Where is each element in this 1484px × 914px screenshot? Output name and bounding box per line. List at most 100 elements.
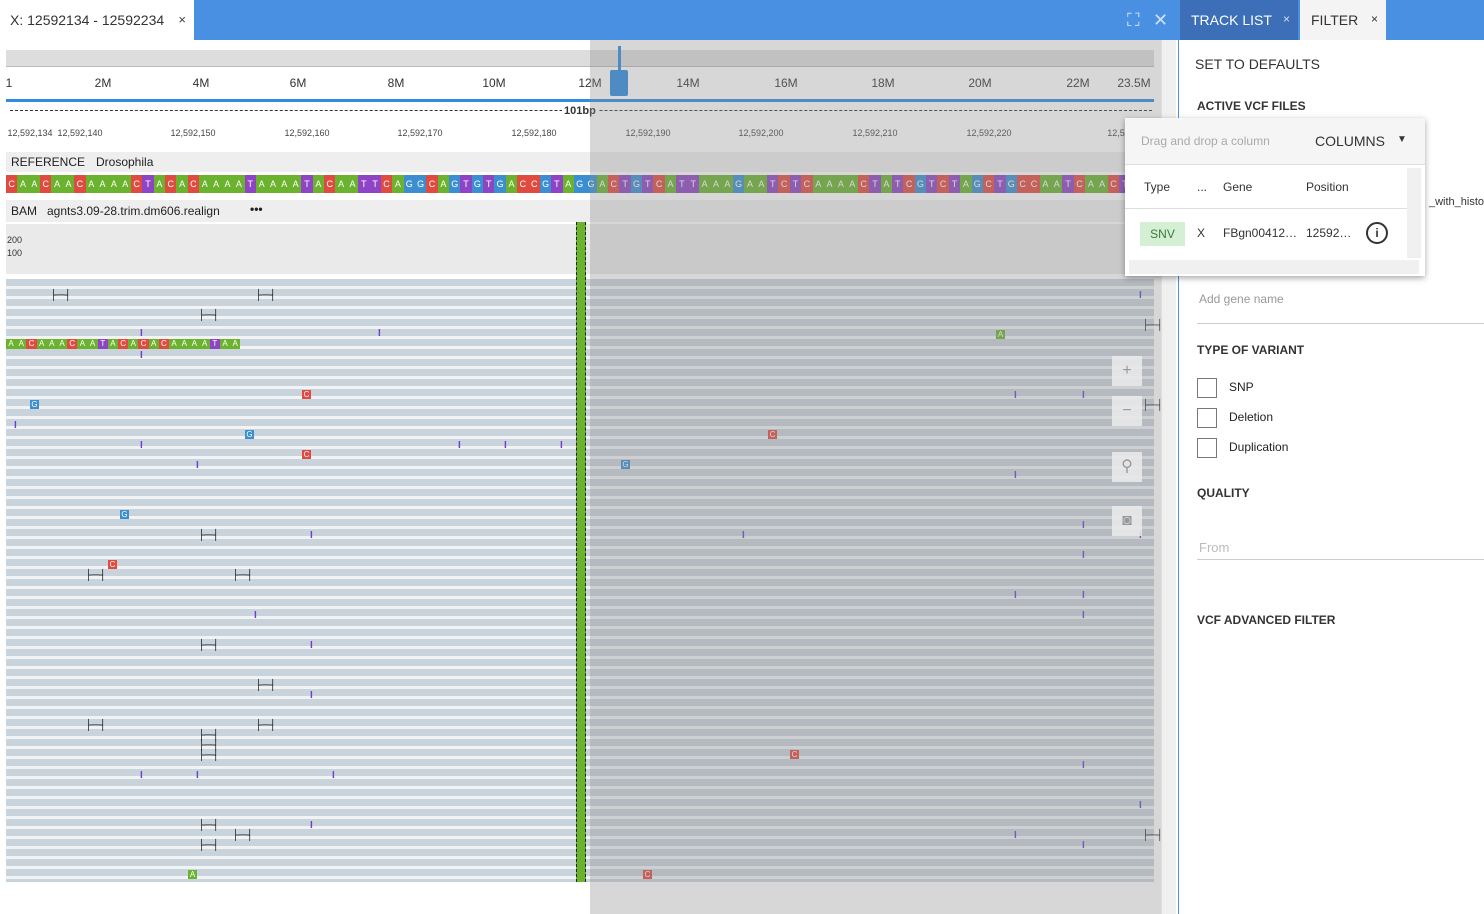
base-T: T: [301, 175, 313, 193]
tab-title: X: 12592134 - 12592234: [10, 12, 165, 28]
base-C: C: [1073, 175, 1086, 193]
position-marker[interactable]: [610, 70, 628, 96]
base-A: A: [835, 175, 847, 193]
popup-horizontal-scrollbar[interactable]: [1129, 260, 1419, 274]
base-C: C: [118, 339, 129, 349]
tab-track-list-label: TRACK LIST: [1191, 12, 1272, 28]
columns-button[interactable]: COLUMNS: [1315, 133, 1386, 149]
position-tick: 12,592,200: [738, 128, 784, 138]
base-A: A: [87, 339, 98, 349]
duplication-checkbox[interactable]: [1197, 438, 1217, 458]
read-pair-link: ├─┤: [1142, 320, 1164, 331]
base-G: G: [733, 175, 745, 193]
insertion-marker: I: [1082, 550, 1085, 561]
base-T: T: [789, 175, 802, 193]
quality-from-input[interactable]: From: [1199, 540, 1230, 555]
location-icon[interactable]: ⚲: [1112, 452, 1142, 482]
insertion-marker: I: [504, 440, 507, 451]
set-defaults-button[interactable]: SET TO DEFAULTS: [1195, 56, 1321, 72]
base-C: C: [138, 339, 149, 349]
deletion-checkbox[interactable]: [1197, 408, 1217, 428]
tab-track-list[interactable]: TRACK LIST ×: [1180, 0, 1298, 40]
column-header-gene[interactable]: Gene: [1223, 180, 1253, 194]
insertion-marker: I: [14, 420, 17, 431]
base-C: C: [26, 339, 37, 349]
column-header-type[interactable]: Type: [1144, 180, 1171, 194]
quality-input-underline: [1197, 559, 1484, 560]
chevron-down-icon[interactable]: ▼: [1397, 134, 1407, 145]
base-G: G: [573, 175, 586, 193]
base-A: A: [230, 339, 241, 349]
base-C: C: [324, 175, 336, 193]
mismatch-base: A: [188, 870, 197, 879]
drag-hint: Drag and drop a column: [1141, 134, 1270, 148]
base-A: A: [392, 175, 404, 193]
base-G: G: [494, 175, 506, 193]
base-T: T: [767, 175, 779, 193]
mismatch-base: G: [245, 430, 254, 439]
base-T: T: [892, 175, 904, 193]
base-C: C: [158, 339, 169, 349]
tab-filter[interactable]: FILTER ×: [1300, 0, 1386, 40]
base-C: C: [1016, 175, 1029, 193]
info-icon[interactable]: i: [1366, 222, 1388, 244]
base-A: A: [77, 339, 88, 349]
type-of-variant-heading: TYPE OF VARIANT: [1197, 343, 1305, 357]
insertion-marker: I: [1014, 470, 1017, 481]
chromosome-ruler[interactable]: [6, 50, 1154, 67]
snp-checkbox[interactable]: [1197, 378, 1217, 398]
base-A: A: [28, 175, 41, 193]
read-pair-link: ├─┤: [1142, 830, 1164, 841]
base-T: T: [97, 339, 108, 349]
read-pair-link: ├─┤: [198, 750, 220, 761]
tab-track-list-close-icon[interactable]: ×: [1283, 12, 1291, 26]
insertion-marker: I: [310, 640, 313, 651]
base-A: A: [960, 175, 972, 193]
insertion-marker: I: [140, 770, 143, 781]
tab-region[interactable]: X: 12592134 - 12592234 ×: [0, 0, 194, 40]
gene-input-underline: [1197, 323, 1484, 324]
ruler-tick: 16M: [774, 76, 798, 90]
tab-close-icon[interactable]: ×: [178, 12, 186, 27]
insertion-marker: I: [310, 530, 313, 541]
read-pair-link: ├─┤: [255, 290, 277, 301]
popup-vertical-scrollbar[interactable]: [1407, 168, 1421, 258]
camera-icon[interactable]: ◙: [1112, 506, 1142, 536]
base-C: C: [608, 175, 620, 193]
base-A: A: [210, 175, 222, 193]
column-header-chr[interactable]: ...: [1197, 180, 1208, 194]
tab-filter-close-icon[interactable]: ×: [1371, 12, 1379, 26]
insertion-marker: I: [1014, 590, 1017, 601]
base-G: G: [1005, 175, 1017, 193]
mismatch-base: C: [302, 390, 311, 399]
base-A: A: [596, 175, 609, 193]
zoom-out-button[interactable]: −: [1112, 396, 1142, 426]
variant-gene[interactable]: FBgn00412…: [1223, 226, 1298, 240]
bam-menu-button[interactable]: •••: [250, 202, 263, 216]
base-T: T: [676, 175, 688, 193]
close-icon[interactable]: ✕: [1153, 10, 1169, 30]
ruler-tick: 4M: [192, 76, 210, 90]
variant-type-badge: SNV: [1140, 222, 1185, 246]
bam-track-header: BAM agnts3.09-28.trim.dm606.realign •••: [6, 200, 1154, 222]
base-A: A: [153, 175, 166, 193]
base-T: T: [358, 175, 370, 193]
read-pair-link: ├─┤: [198, 310, 220, 321]
column-header-position[interactable]: Position: [1306, 180, 1349, 194]
zoom-in-button[interactable]: +: [1112, 356, 1142, 386]
duplication-label: Duplication: [1229, 440, 1289, 454]
base-T: T: [687, 175, 699, 193]
gene-name-input[interactable]: Add gene name: [1199, 292, 1284, 306]
base-C: C: [130, 175, 143, 193]
read-pair-link: ├─┤: [232, 830, 254, 841]
variant-position[interactable]: 12592…: [1306, 226, 1352, 240]
insertion-marker: I: [1082, 840, 1085, 851]
mismatch-base: C: [302, 450, 311, 459]
position-tick: 12,592,170: [397, 128, 443, 138]
base-A: A: [221, 175, 234, 193]
maximize-icon[interactable]: ⛶: [1127, 10, 1140, 30]
selection-shade: [590, 40, 1176, 914]
vcf-file-name[interactable]: _with_histo: [1429, 196, 1484, 208]
